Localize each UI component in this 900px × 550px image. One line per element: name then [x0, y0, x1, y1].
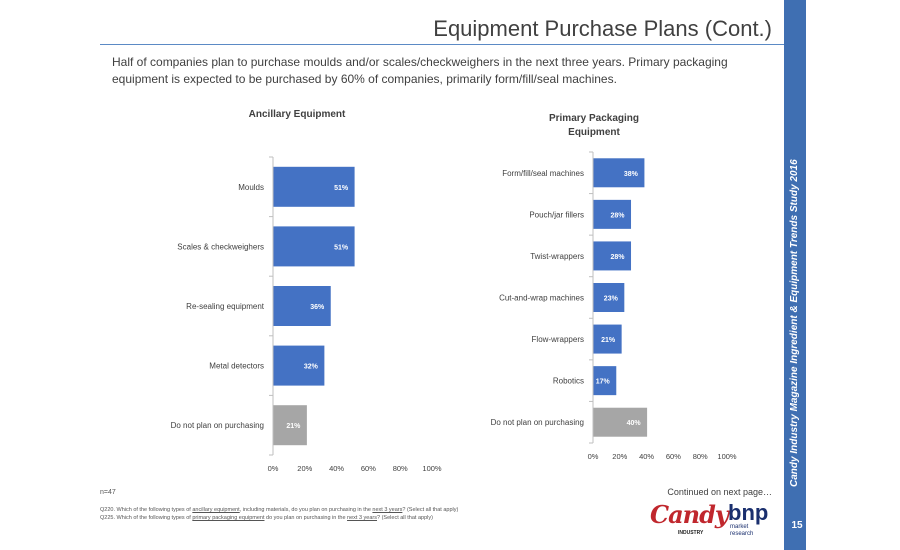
packaging-bar-label: 28%: [611, 254, 626, 261]
ancillary-bar: [273, 345, 325, 386]
candy-industry-subtext: INDUSTRY: [678, 530, 704, 536]
packaging-tick-label: 100%: [717, 452, 737, 461]
q220-prefix: Q220. Which of the following types of: [100, 507, 193, 513]
bnp-logo-subtext: market research: [730, 524, 753, 538]
ancillary-tick-label: 80%: [393, 464, 408, 473]
packaging-bar: [593, 199, 632, 229]
packaging-tick-label: 0%: [588, 452, 599, 461]
ancillary-category-label: Scales & checkweighers: [177, 242, 264, 251]
packaging-bar-label: 17%: [596, 379, 611, 386]
question-q225: Q225. Which of the following types of pr…: [100, 515, 433, 521]
title-divider: [100, 44, 784, 45]
q225-middle: do you plan on purchasing in the: [264, 515, 348, 521]
packaging-tick-label: 60%: [666, 452, 681, 461]
ancillary-tick-label: 100%: [422, 464, 442, 473]
slide-title: Equipment Purchase Plans (Cont.): [433, 16, 772, 41]
ancillary-bar: [273, 226, 355, 267]
ancillary-tick-label: 60%: [361, 464, 376, 473]
q220-link: ancillary equipment: [192, 507, 240, 513]
ancillary-bar-label: 32%: [304, 364, 319, 371]
ancillary-bar: [273, 166, 355, 207]
packaging-tick-label: 40%: [639, 452, 654, 461]
bnp-market-text: market: [730, 524, 749, 530]
ancillary-category-label: Re-sealing equipment: [186, 302, 265, 311]
packaging-bar-label: 21%: [601, 337, 616, 344]
ancillary-bar-label: 36%: [310, 304, 325, 311]
packaging-tick-label: 20%: [612, 452, 627, 461]
ancillary-bar: [273, 286, 331, 326]
page-number: 15: [791, 520, 803, 531]
ancillary-tick-label: 0%: [268, 464, 279, 473]
ancillary-category-label: Metal detectors: [209, 362, 264, 371]
packaging-tick-label: 80%: [693, 452, 708, 461]
ancillary-chart-title: Ancillary Equipment: [248, 109, 346, 120]
q225-link2: next 3 years: [347, 515, 378, 521]
q225-prefix: Q225. Which of the following types of: [100, 515, 193, 521]
packaging-category-label: Cut-and-wrap machines: [499, 294, 584, 303]
packaging-bar-label: 38%: [624, 171, 639, 178]
packaging-category-label: Do not plan on purchasing: [491, 418, 584, 427]
packaging-bar-label: 23%: [604, 296, 619, 303]
q225-link: primary packaging equipment: [192, 515, 265, 521]
packaging-category-label: Robotics: [553, 377, 584, 386]
ancillary-bar-label: 51%: [334, 244, 349, 251]
packaging-bar: [593, 366, 617, 396]
ancillary-category-label: Moulds: [238, 183, 264, 192]
packaging-bar: [593, 407, 648, 437]
packaging-bar: [593, 324, 622, 354]
packaging-category-label: Twist-wrappers: [530, 252, 584, 261]
ancillary-bar-label: 21%: [286, 423, 301, 430]
bnp-research-text: research: [730, 531, 754, 537]
packaging-chart-title: Primary Packaging Equipment: [548, 113, 640, 138]
packaging-bar-label: 28%: [611, 212, 626, 219]
sample-size: n=47: [100, 489, 116, 496]
q220-link2: next 3 years: [372, 507, 403, 513]
q220-middle: , including materials, do you plan on pu…: [239, 507, 373, 513]
packaging-bar-label: 40%: [627, 420, 642, 427]
packaging-category-label: Flow-wrappers: [532, 335, 584, 344]
packaging-category-label: Form/fill/seal machines: [502, 169, 584, 178]
packaging-bar: [593, 241, 632, 271]
packaging-bar: [593, 158, 645, 188]
q220-suffix: ? (Select all that apply): [402, 507, 459, 513]
bnp-logo: bnp: [728, 500, 769, 525]
ancillary-tick-label: 20%: [297, 464, 312, 473]
question-q220: Q220. Which of the following types of an…: [100, 507, 458, 513]
sidebar-band: [784, 0, 806, 550]
candy-industry-logo: Candy: [650, 500, 729, 529]
ancillary-bar-label: 51%: [334, 185, 349, 192]
continued-note: Continued on next page…: [667, 487, 772, 497]
ancillary-bar: [273, 405, 307, 446]
intro-text: Half of companies plan to purchase mould…: [112, 55, 728, 86]
ancillary-category-label: Do not plan on purchasing: [171, 421, 264, 430]
q225-suffix: ? (Select all that apply): [377, 515, 433, 521]
packaging-bar: [593, 283, 625, 312]
packaging-category-label: Pouch/jar fillers: [529, 210, 584, 219]
ancillary-tick-label: 40%: [329, 464, 344, 473]
